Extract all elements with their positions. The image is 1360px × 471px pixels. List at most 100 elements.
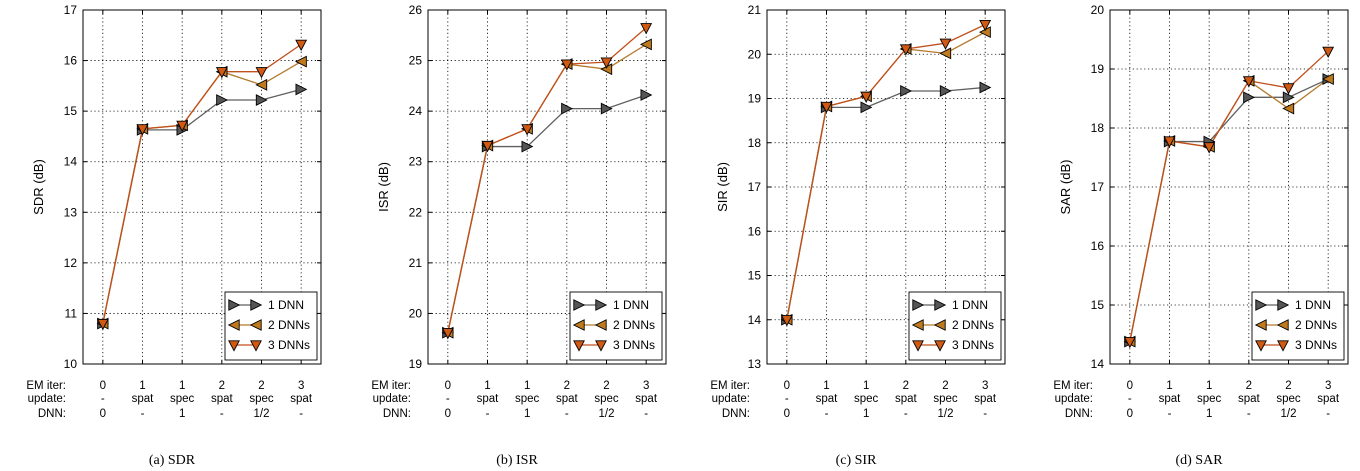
data-point-2-dnns	[939, 47, 952, 60]
data-point-1-dnn	[216, 94, 229, 106]
y-tick-label: 26	[409, 3, 423, 17]
data-point-2-dnns	[639, 38, 652, 51]
data-point-3-dnns	[295, 39, 308, 52]
x-tick-label: 0	[445, 408, 451, 420]
x-tick-label: -	[1168, 408, 1172, 420]
x-tick-label: -	[1128, 393, 1132, 405]
x-tick-label: 2	[1246, 380, 1252, 392]
x-tick-label: 3	[1325, 380, 1331, 392]
data-point-3-dnns	[521, 124, 534, 136]
x-row-label: update:	[712, 393, 750, 405]
data-point-3-dnns	[1242, 76, 1255, 88]
data-point-3-dnns	[1163, 136, 1176, 148]
legend-marker	[228, 299, 241, 311]
y-axis-label: ISR (dB)	[376, 162, 391, 212]
legend-label: 3 DNNs	[952, 338, 994, 352]
data-point-3-dnns	[255, 67, 268, 79]
y-tick-label: 15	[64, 104, 78, 118]
data-point-3-dnns	[215, 67, 228, 79]
y-tick-label: 25	[409, 54, 423, 68]
x-tick-label: 1	[524, 380, 530, 392]
x-tick-label: 0	[445, 380, 451, 392]
data-point-1-dnn	[255, 94, 268, 106]
y-tick-label: 15	[748, 269, 762, 283]
x-tick-label: 2	[219, 380, 225, 392]
x-tick-label: spat	[1317, 393, 1340, 405]
x-tick-label: 2	[1285, 380, 1291, 392]
x-tick-label: 1	[863, 408, 869, 420]
x-tick-label: 1	[524, 408, 530, 420]
series-line-2-dnns	[102, 61, 302, 324]
x-tick-label: -	[1326, 408, 1330, 420]
y-axis-label: SIR (dB)	[715, 162, 730, 212]
legend-marker	[227, 319, 240, 331]
legend-marker	[912, 299, 925, 311]
x-row-label: EM iter:	[371, 380, 411, 392]
legend-label: 1 DNN	[1295, 298, 1331, 312]
legend-marker	[573, 299, 586, 311]
legend-box	[569, 291, 663, 361]
x-tick-label: 1	[1206, 408, 1212, 420]
data-point-1-dnn	[860, 101, 873, 114]
data-point-2-dnns	[1282, 102, 1295, 115]
x-tick-label: spat	[290, 393, 313, 405]
panel-caption: (c) SIR	[836, 453, 877, 468]
x-tick-label: 1	[179, 380, 185, 392]
legend-box	[1251, 291, 1345, 361]
y-tick-label: 16	[748, 224, 762, 238]
y-tick-label: 20	[409, 306, 423, 320]
x-tick-label: spec	[594, 393, 619, 405]
x-tick-label: 0	[1127, 380, 1133, 392]
x-row-label: DNN:	[38, 408, 66, 420]
x-tick-label: spec	[1276, 393, 1301, 405]
data-point-3-dnns	[560, 59, 573, 71]
x-tick-label: spec	[854, 393, 879, 405]
data-point-2-dnns	[1321, 73, 1334, 85]
x-tick-label: -	[785, 393, 789, 405]
data-point-1-dnn	[900, 85, 913, 97]
data-point-3-dnns	[780, 315, 793, 327]
y-tick-label: 24	[409, 104, 423, 118]
y-tick-label: 17	[1091, 180, 1105, 194]
legend-marker	[595, 340, 607, 352]
y-tick-label: 19	[748, 92, 762, 106]
x-tick-label: 2	[903, 380, 909, 392]
y-tick-label: 14	[64, 155, 78, 169]
x-tick-label: 1	[179, 408, 185, 420]
data-point-3-dnns	[820, 101, 833, 114]
x-tick-label: spec	[515, 393, 540, 405]
series-line-3-dnns	[102, 43, 302, 324]
x-tick-label: 1/2	[254, 408, 270, 420]
legend-marker	[250, 299, 263, 311]
y-tick-label: 22	[409, 205, 423, 219]
legend-marker	[1277, 340, 1289, 352]
data-point-1-dnn	[979, 81, 992, 94]
y-tick-label: 20	[748, 47, 762, 61]
y-tick-label: 13	[748, 357, 762, 371]
legend-marker	[1255, 340, 1267, 352]
y-tick-label: 15	[1091, 298, 1105, 312]
y-tick-label: 21	[748, 3, 762, 17]
legend-label: 1 DNN	[268, 298, 304, 312]
legend-marker	[911, 319, 924, 331]
x-row-label: DNN:	[722, 408, 750, 420]
legend-marker	[595, 299, 608, 311]
x-tick-label: 1	[139, 380, 145, 392]
y-tick-label: 18	[1091, 121, 1105, 135]
series-line-3-dnns	[786, 24, 986, 320]
x-tick-label: -	[904, 408, 908, 420]
plot-frame	[427, 9, 667, 365]
x-tick-label: 3	[643, 380, 649, 392]
y-tick-label: 18	[748, 136, 762, 150]
x-tick-label: 0	[1127, 408, 1133, 420]
data-point-3-dnns	[481, 140, 494, 153]
x-tick-label: spec	[933, 393, 958, 405]
legend-box	[908, 291, 1002, 361]
x-tick-label: 2	[942, 380, 948, 392]
legend: 1 DNN 2 DNNs 3 DNNs	[569, 291, 663, 361]
y-tick-label: 23	[409, 155, 423, 169]
legend: 1 DNN 2 DNNs 3 DNNs	[908, 291, 1002, 361]
x-tick-label: spat	[974, 393, 997, 405]
data-point-3-dnns	[176, 120, 189, 132]
